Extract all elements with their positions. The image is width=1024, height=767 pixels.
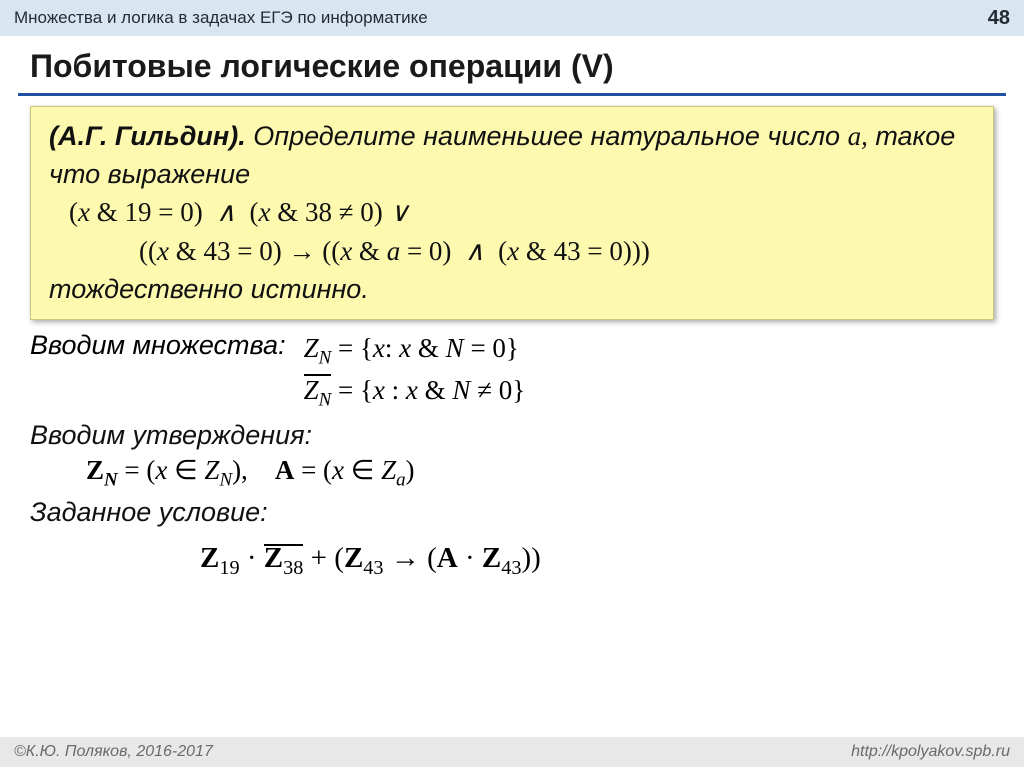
sets-definitions: ZN = {x: x & N = 0} ZN = {x : x & N ≠ 0}	[304, 330, 526, 414]
statements-label: Вводим утверждения:	[30, 420, 994, 451]
breadcrumb: Множества и логика в задачах ЕГЭ по инфо…	[14, 8, 428, 28]
sets-block: Вводим множества: ZN = {x: x & N = 0} ZN…	[30, 330, 994, 414]
set-def-1: ZN = {x: x & N = 0}	[304, 330, 526, 372]
footer: ©К.Ю. Поляков, 2016-2017 http://kpolyako…	[0, 737, 1024, 767]
problem-box: (А.Г. Гильдин). Определите наименьшее на…	[30, 106, 994, 320]
content: (А.Г. Гильдин). Определите наименьшее на…	[0, 106, 1024, 580]
statements-expr: ZN = (x ∈ ZN), A = (x ∈ Za)	[30, 455, 994, 491]
condition-expr: Z19 · Z38 + (Z43 → (A · Z43))	[30, 542, 994, 580]
problem-expr-1: (x & 19 = 0) ∧ (x & 38 ≠ 0) ∨	[49, 193, 975, 232]
set-def-2: ZN = {x : x & N ≠ 0}	[304, 372, 526, 414]
page-title: Побитовые логические операции (V)	[0, 36, 1024, 93]
header-bar: Множества и логика в задачах ЕГЭ по инфо…	[0, 0, 1024, 36]
sets-label: Вводим множества:	[30, 330, 286, 361]
problem-tail: тождественно истинно.	[49, 271, 975, 307]
problem-var-a: a,	[848, 121, 868, 151]
footer-copyright: ©К.Ю. Поляков, 2016-2017	[14, 743, 213, 761]
problem-author: (А.Г. Гильдин).	[49, 121, 246, 151]
condition-label: Заданное условие:	[30, 497, 994, 528]
problem-text-1: Определите наименьшее натуральное число	[246, 121, 848, 151]
footer-url: http://kpolyakov.spb.ru	[851, 743, 1010, 761]
title-rule	[18, 93, 1006, 96]
page-number: 48	[988, 7, 1010, 30]
problem-expr-2: ((x & 43 = 0) → ((x & a = 0) ∧ (x & 43 =…	[49, 232, 975, 271]
